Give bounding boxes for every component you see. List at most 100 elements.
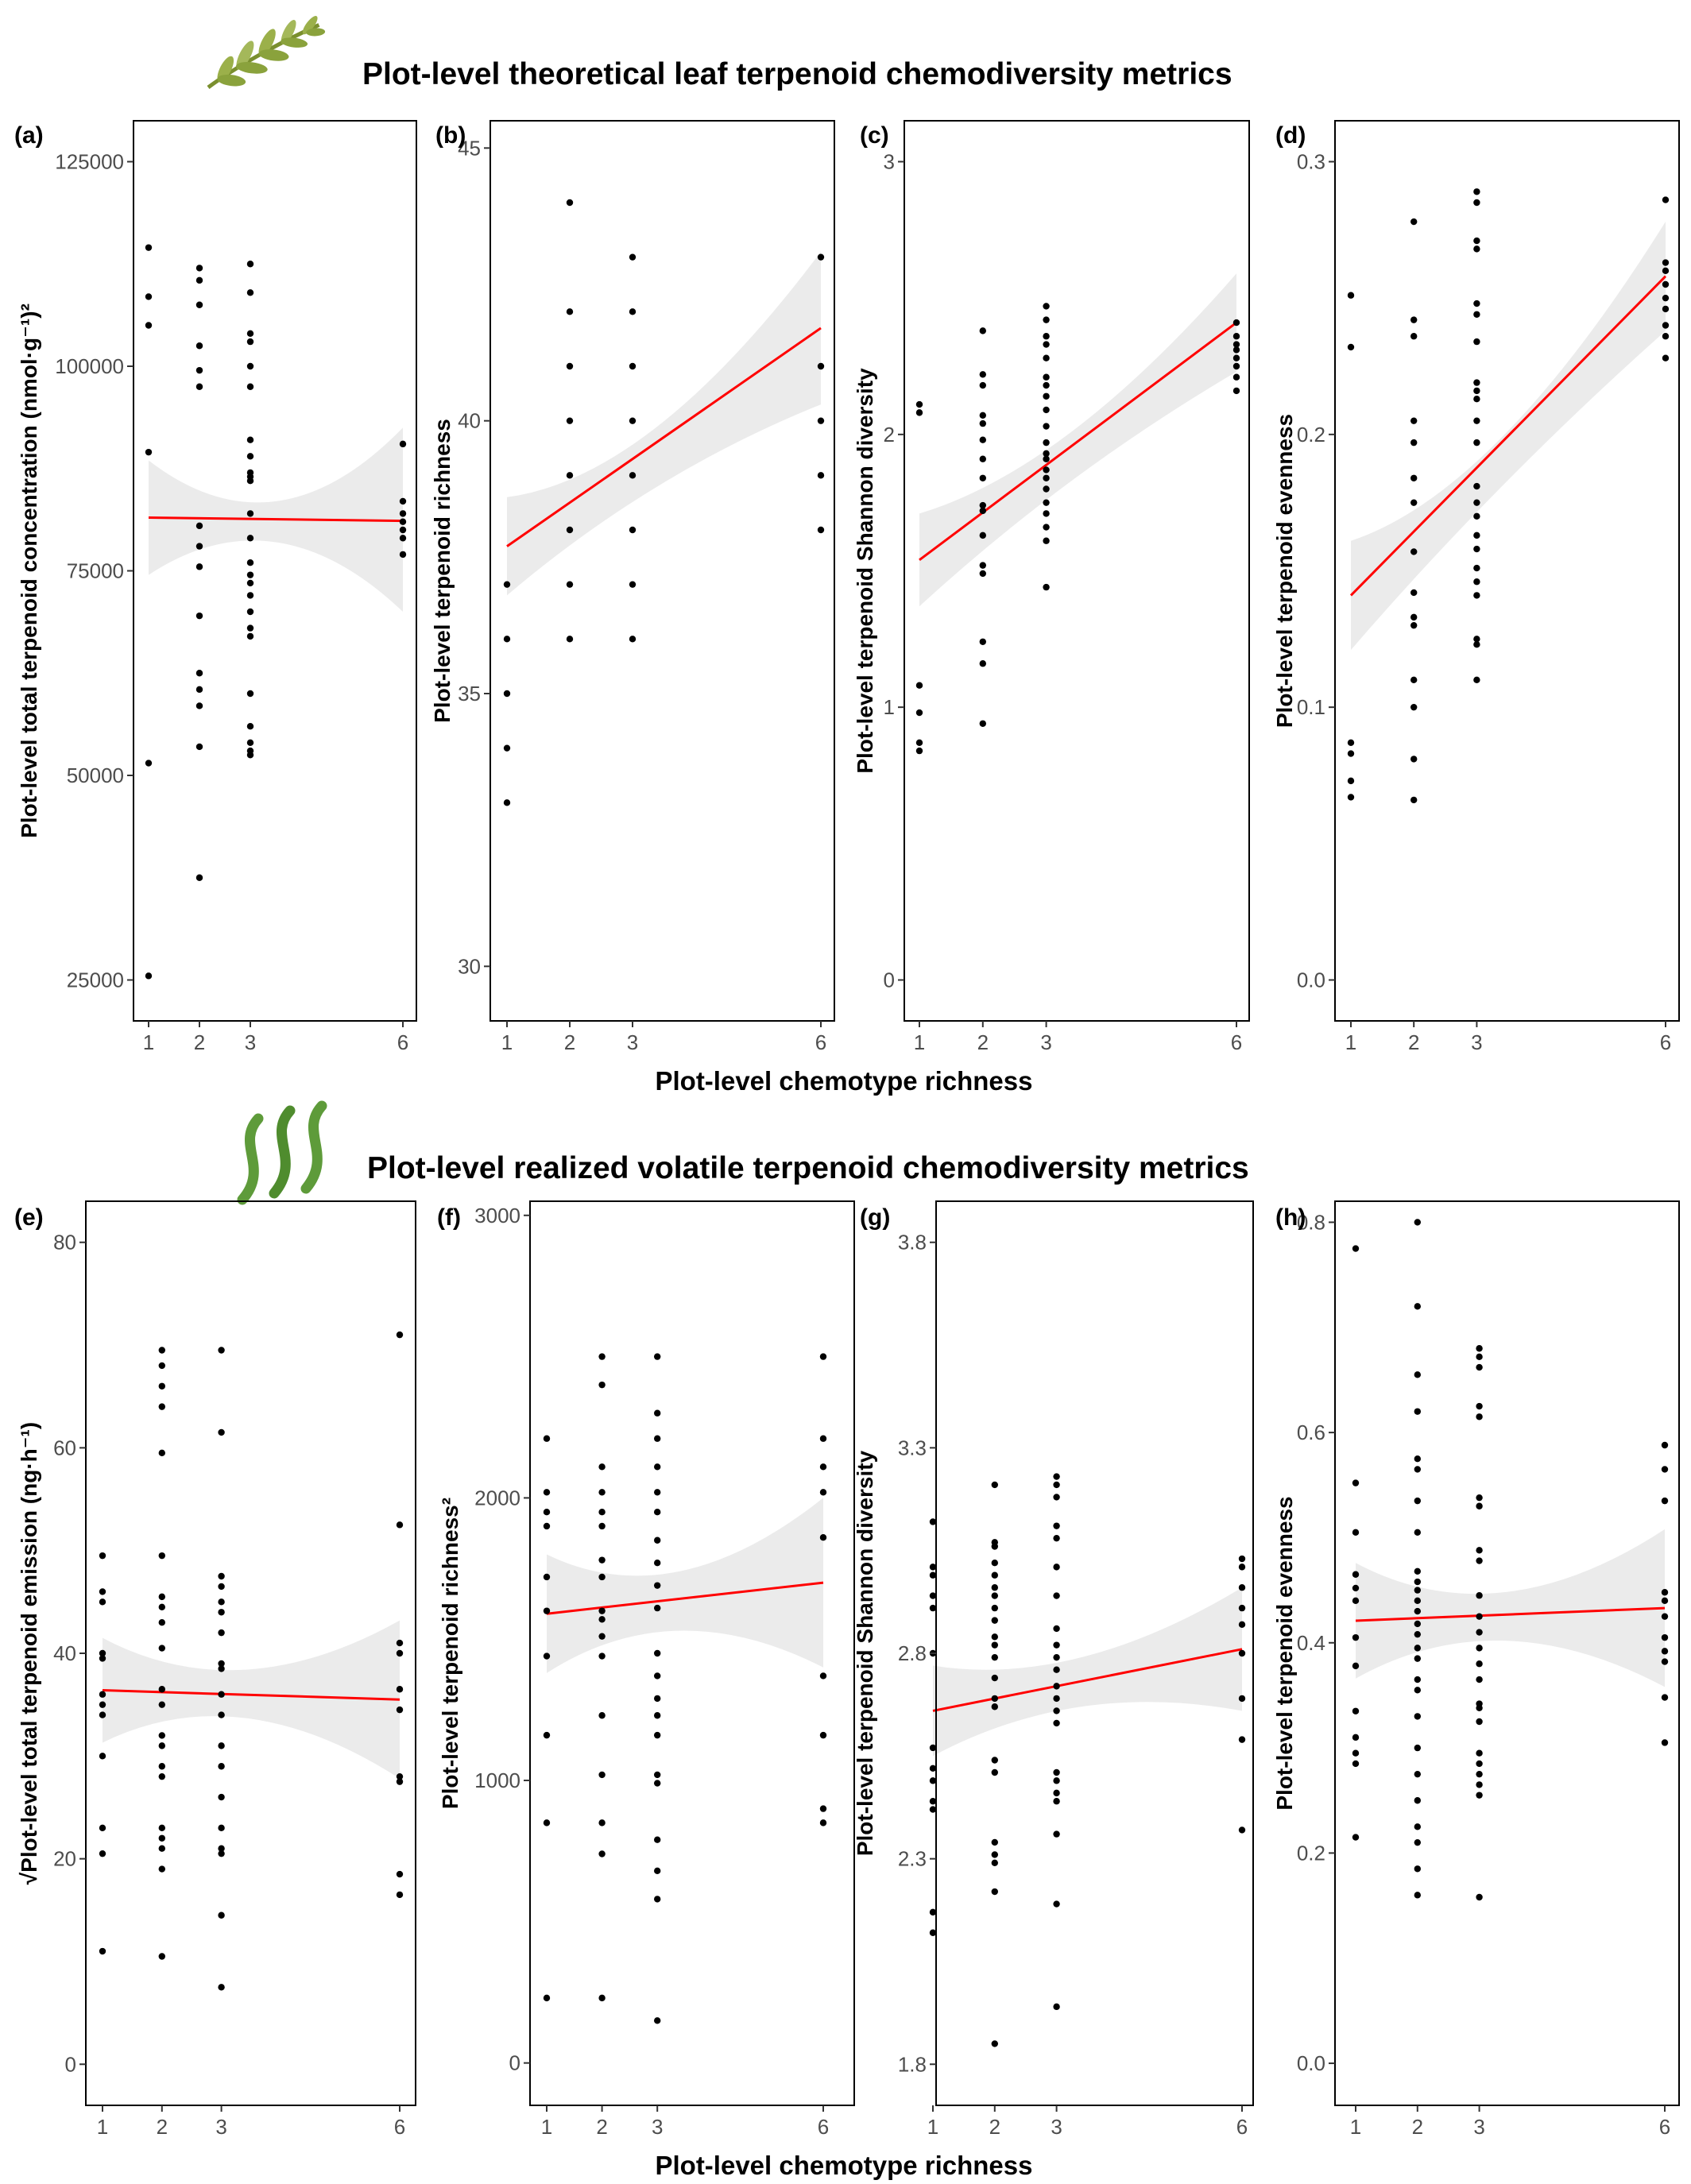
panel-letter-h: (h) xyxy=(1275,1204,1306,1231)
data-point xyxy=(158,1845,165,1852)
trend-line-g xyxy=(932,1648,1243,1712)
data-point xyxy=(218,1583,225,1591)
data-point xyxy=(145,448,153,456)
data-point xyxy=(929,1806,937,1813)
data-point xyxy=(399,440,407,448)
data-point xyxy=(991,1543,999,1550)
data-point xyxy=(1414,1713,1422,1720)
data-point xyxy=(1043,485,1050,493)
data-point xyxy=(1053,2003,1060,2011)
data-point xyxy=(1043,423,1050,430)
data-point xyxy=(1043,455,1050,462)
data-point xyxy=(929,1564,937,1571)
panel-h: 0.0 0.2 0.4 0.6 0.8 1 2 3 6 (h) Plot-level terpeno… xyxy=(1272,1200,1680,2139)
data-point xyxy=(929,1571,937,1579)
data-point xyxy=(246,510,254,517)
data-point xyxy=(1043,583,1050,591)
data-point xyxy=(99,1552,106,1560)
data-point xyxy=(1476,1494,1483,1502)
data-point xyxy=(566,362,574,370)
data-point xyxy=(1662,259,1670,266)
data-point xyxy=(991,1703,999,1710)
data-point xyxy=(929,1518,937,1525)
data-point xyxy=(915,682,923,689)
data-point xyxy=(1043,333,1050,340)
data-point xyxy=(1238,1604,1246,1612)
x-tick-label: 2 xyxy=(194,1030,205,1054)
data-point xyxy=(218,1691,225,1698)
data-point xyxy=(598,1607,606,1614)
data-point xyxy=(399,510,407,517)
y-tick-label: 2.8 xyxy=(898,1641,927,1665)
data-point xyxy=(1347,292,1355,299)
data-point xyxy=(817,417,825,424)
data-point xyxy=(819,1533,827,1541)
data-point xyxy=(1414,1303,1422,1310)
data-point xyxy=(218,1850,225,1857)
data-point xyxy=(629,526,637,534)
data-point xyxy=(246,592,254,599)
data-point xyxy=(1410,796,1418,804)
data-point xyxy=(979,570,987,578)
data-point xyxy=(1414,1607,1422,1615)
data-point xyxy=(246,289,254,296)
data-point xyxy=(1238,1649,1246,1657)
y-tick-label: 3.8 xyxy=(898,1231,927,1254)
data-point xyxy=(654,1867,661,1875)
data-point xyxy=(99,1691,106,1698)
data-point xyxy=(566,308,574,315)
data-point xyxy=(1238,1621,1246,1628)
data-point xyxy=(1661,1633,1669,1641)
data-point xyxy=(218,1763,225,1770)
data-point xyxy=(396,1521,404,1529)
data-point xyxy=(543,1435,551,1442)
x-tick-label: 1 xyxy=(1345,1030,1356,1054)
data-point xyxy=(246,338,254,346)
x-tick-label: 1 xyxy=(914,1030,925,1054)
x-tick-label: 6 xyxy=(1231,1030,1242,1054)
data-point xyxy=(566,199,574,207)
data-point xyxy=(1414,1497,1422,1505)
x-tick-label: 3 xyxy=(627,1030,638,1054)
data-point xyxy=(1238,1695,1246,1703)
y-tick-label: 125000 xyxy=(55,150,124,174)
data-point xyxy=(1473,338,1480,346)
data-point xyxy=(1410,218,1418,226)
data-point xyxy=(1053,1625,1060,1633)
y-tick-label: 3 xyxy=(884,150,895,174)
data-point xyxy=(399,535,407,542)
x-tick-label: 1 xyxy=(1350,2115,1361,2139)
trend-line-d xyxy=(1349,275,1667,597)
x-tick-label: 2 xyxy=(977,1030,989,1054)
data-point xyxy=(1661,1613,1669,1620)
data-point xyxy=(1414,1219,1422,1226)
data-point xyxy=(1414,1823,1422,1830)
data-point xyxy=(1053,1777,1060,1784)
data-point xyxy=(1043,303,1050,310)
data-point xyxy=(819,1672,827,1680)
data-point xyxy=(1043,341,1050,348)
data-point xyxy=(1661,1739,1669,1746)
data-point xyxy=(1352,1760,1360,1768)
data-point xyxy=(218,1845,225,1852)
data-point xyxy=(1476,1502,1483,1509)
data-point xyxy=(1232,319,1240,327)
data-point xyxy=(1410,474,1418,481)
data-point xyxy=(991,1481,999,1489)
data-point xyxy=(1661,1694,1669,1701)
y-axis-label-h: Plot-level terpenoid evenness xyxy=(1272,1496,1297,1810)
data-point xyxy=(929,1592,937,1599)
data-point xyxy=(1238,1564,1246,1571)
data-point xyxy=(543,1652,551,1660)
data-point xyxy=(195,874,203,881)
data-point xyxy=(598,1522,606,1530)
data-point xyxy=(218,1742,225,1749)
x-tick-label: 3 xyxy=(1473,2115,1484,2139)
data-point xyxy=(1232,333,1240,340)
y-tick-label: 40 xyxy=(53,1641,76,1665)
data-point xyxy=(991,1560,999,1567)
data-point xyxy=(1414,1620,1422,1628)
data-point xyxy=(218,1911,225,1919)
data-point xyxy=(654,1604,661,1612)
data-point xyxy=(915,739,923,746)
